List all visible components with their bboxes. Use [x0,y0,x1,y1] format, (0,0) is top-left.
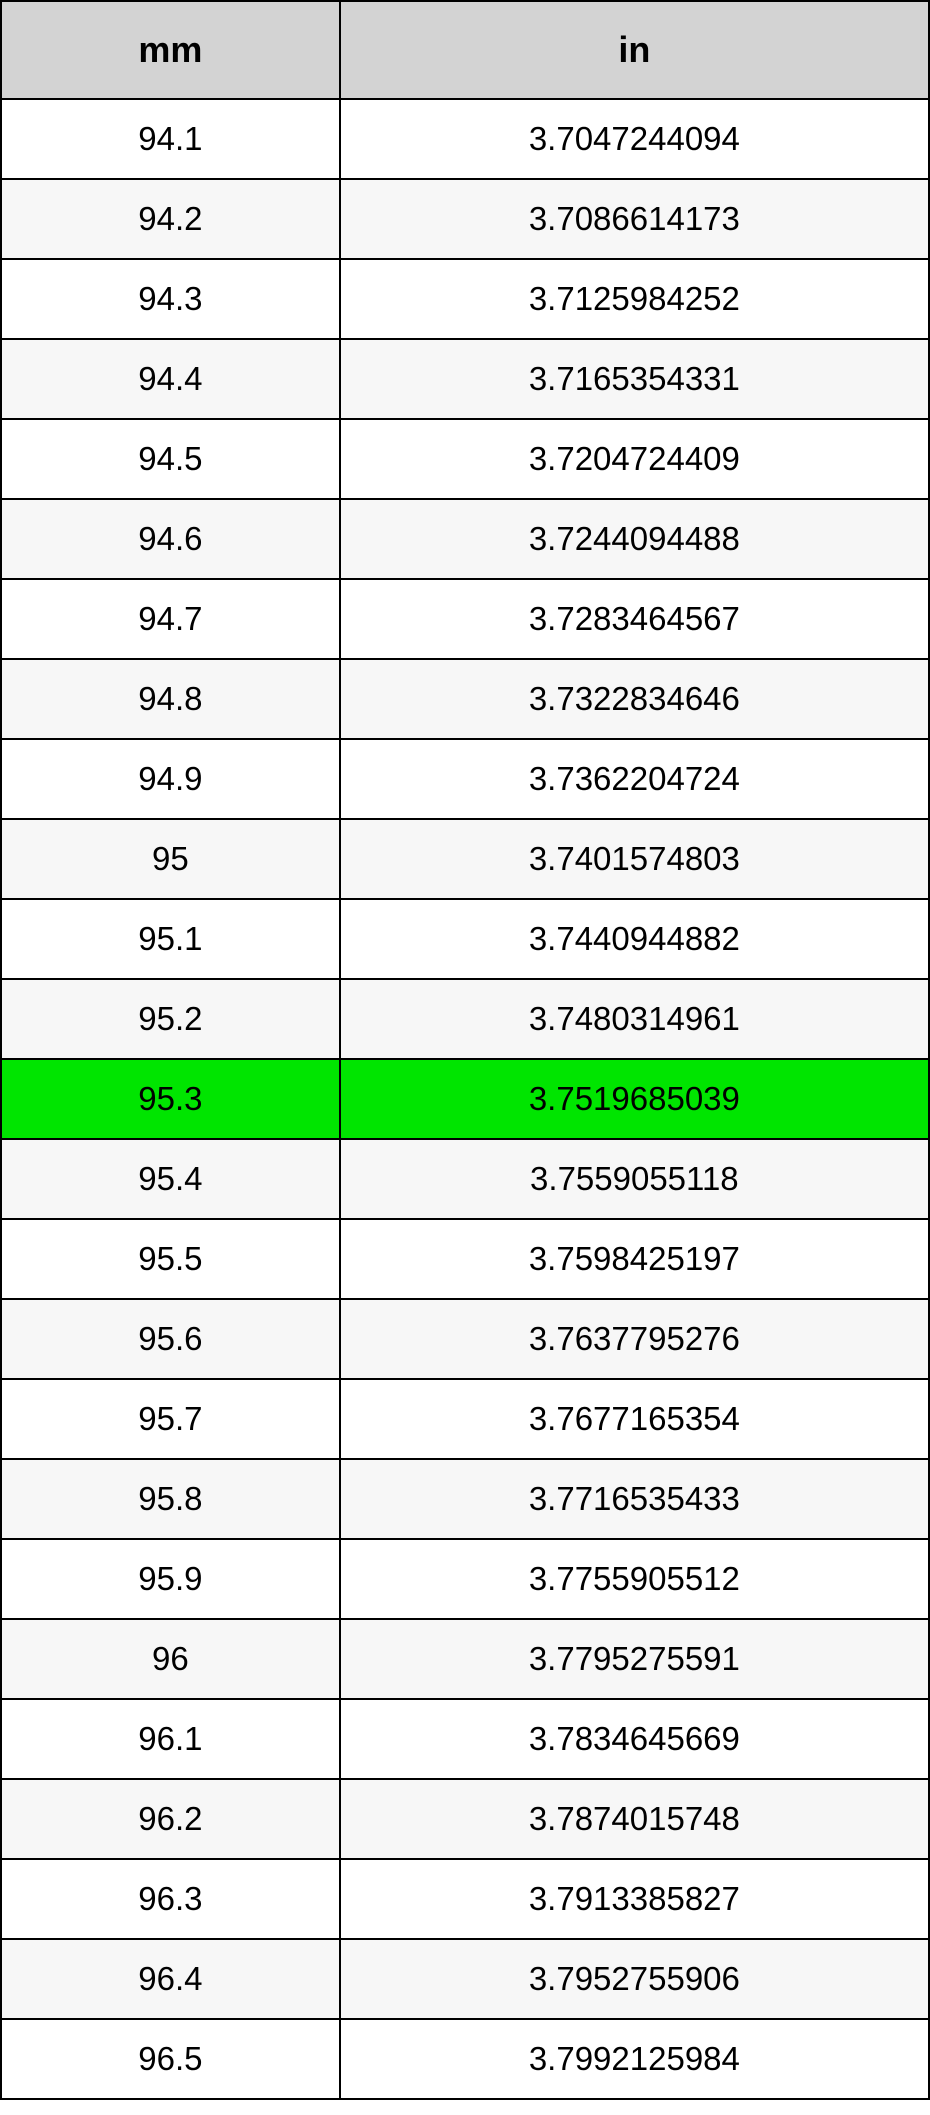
conversion-table: mm in 94.13.704724409494.23.708661417394… [0,0,930,2100]
table-row: 95.83.7716535433 [1,1459,929,1539]
cell-in: 3.7598425197 [340,1219,929,1299]
table-row: 94.53.7204724409 [1,419,929,499]
cell-mm: 95.8 [1,1459,340,1539]
column-header-in: in [340,1,929,99]
table-row: 94.73.7283464567 [1,579,929,659]
cell-mm: 94.9 [1,739,340,819]
cell-in: 3.7992125984 [340,2019,929,2099]
cell-in: 3.7047244094 [340,99,929,179]
cell-mm: 96.5 [1,2019,340,2099]
table-row: 95.73.7677165354 [1,1379,929,1459]
cell-mm: 94.4 [1,339,340,419]
cell-mm: 94.1 [1,99,340,179]
table-row: 96.23.7874015748 [1,1779,929,1859]
cell-in: 3.7834645669 [340,1699,929,1779]
cell-in: 3.7716535433 [340,1459,929,1539]
cell-in: 3.7362204724 [340,739,929,819]
cell-mm: 95 [1,819,340,899]
table-row: 96.33.7913385827 [1,1859,929,1939]
cell-mm: 95.5 [1,1219,340,1299]
cell-in: 3.7677165354 [340,1379,929,1459]
table-row: 96.43.7952755906 [1,1939,929,2019]
cell-mm: 95.7 [1,1379,340,1459]
cell-mm: 94.7 [1,579,340,659]
table-row: 95.33.7519685039 [1,1059,929,1139]
cell-in: 3.7480314961 [340,979,929,1059]
table-row: 95.43.7559055118 [1,1139,929,1219]
cell-in: 3.7559055118 [340,1139,929,1219]
cell-in: 3.7874015748 [340,1779,929,1859]
cell-mm: 96.2 [1,1779,340,1859]
cell-mm: 94.6 [1,499,340,579]
cell-mm: 95.4 [1,1139,340,1219]
cell-in: 3.7440944882 [340,899,929,979]
cell-in: 3.7204724409 [340,419,929,499]
cell-mm: 94.8 [1,659,340,739]
table-row: 963.7795275591 [1,1619,929,1699]
table-row: 96.53.7992125984 [1,2019,929,2099]
cell-mm: 95.2 [1,979,340,1059]
cell-mm: 94.2 [1,179,340,259]
cell-in: 3.7244094488 [340,499,929,579]
cell-mm: 96.1 [1,1699,340,1779]
table-row: 95.63.7637795276 [1,1299,929,1379]
cell-in: 3.7913385827 [340,1859,929,1939]
cell-mm: 95.6 [1,1299,340,1379]
conversion-table-container: mm in 94.13.704724409494.23.708661417394… [0,0,930,2100]
cell-mm: 96.4 [1,1939,340,2019]
cell-in: 3.7165354331 [340,339,929,419]
cell-in: 3.7283464567 [340,579,929,659]
cell-mm: 95.3 [1,1059,340,1139]
table-row: 94.13.7047244094 [1,99,929,179]
table-row: 94.33.7125984252 [1,259,929,339]
cell-mm: 96.3 [1,1859,340,1939]
table-header: mm in [1,1,929,99]
cell-in: 3.7519685039 [340,1059,929,1139]
table-row: 96.13.7834645669 [1,1699,929,1779]
table-row: 95.53.7598425197 [1,1219,929,1299]
table-row: 953.7401574803 [1,819,929,899]
cell-in: 3.7401574803 [340,819,929,899]
column-header-mm: mm [1,1,340,99]
table-row: 94.83.7322834646 [1,659,929,739]
table-row: 95.93.7755905512 [1,1539,929,1619]
table-row: 95.23.7480314961 [1,979,929,1059]
cell-in: 3.7755905512 [340,1539,929,1619]
table-row: 95.13.7440944882 [1,899,929,979]
cell-mm: 94.5 [1,419,340,499]
cell-in: 3.7125984252 [340,259,929,339]
table-row: 94.43.7165354331 [1,339,929,419]
table-row: 94.93.7362204724 [1,739,929,819]
cell-in: 3.7322834646 [340,659,929,739]
cell-mm: 95.1 [1,899,340,979]
table-row: 94.63.7244094488 [1,499,929,579]
cell-in: 3.7952755906 [340,1939,929,2019]
cell-in: 3.7637795276 [340,1299,929,1379]
cell-mm: 96 [1,1619,340,1699]
cell-mm: 95.9 [1,1539,340,1619]
cell-mm: 94.3 [1,259,340,339]
table-row: 94.23.7086614173 [1,179,929,259]
cell-in: 3.7086614173 [340,179,929,259]
table-header-row: mm in [1,1,929,99]
table-body: 94.13.704724409494.23.708661417394.33.71… [1,99,929,2099]
cell-in: 3.7795275591 [340,1619,929,1699]
